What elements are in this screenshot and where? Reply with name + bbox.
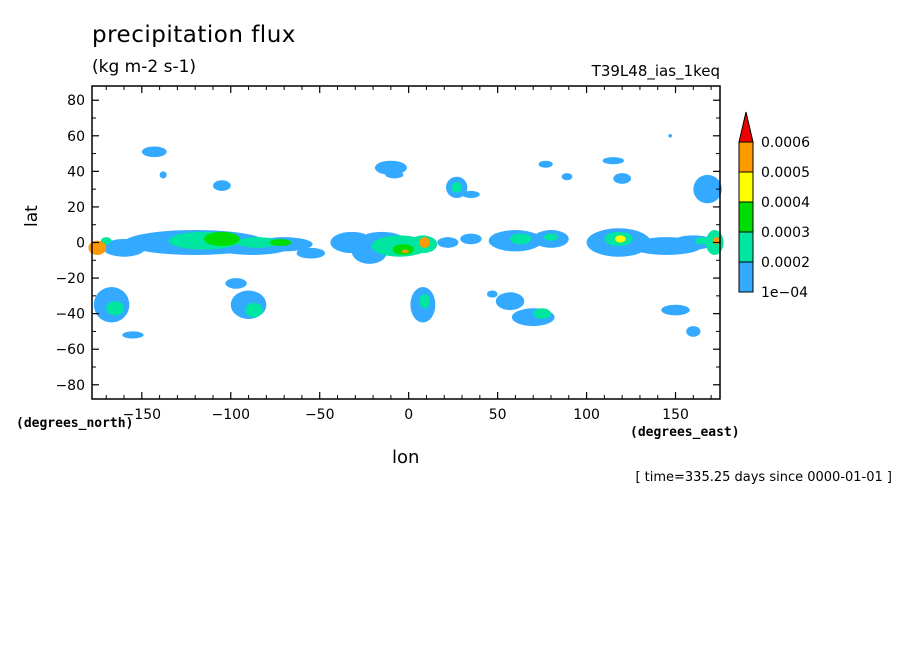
y-tick-label: 0 [76,236,85,252]
contour-blob-5 [122,331,144,339]
contour-blob-30 [419,294,431,309]
x-axis-units: (degrees_east) [630,425,740,440]
chart-units: (kg m-2 s-1) [92,57,197,77]
chart-title: precipitation flux [92,22,296,48]
contour-blob-31 [374,160,407,175]
axes: −150 −100 −50 0 50 100 150 80 60 40 20 0 −20 −40 −60 −8… [55,86,720,423]
colorbar-segment [738,141,754,173]
x-tick-label: 150 [662,407,689,423]
y-tick-label: 80 [67,93,85,109]
contour-blob-41 [543,233,559,241]
contour-blob-14 [236,237,279,248]
colorbar-label: 0.0005 [761,165,810,181]
contour-blob-37 [460,233,482,245]
contour-blobs [88,134,724,339]
contour-blob-12 [204,231,240,247]
contour-blob-52 [615,235,626,243]
contour-blob-46 [538,160,553,168]
contour-blob-36 [437,237,459,248]
contour-blob-39 [510,233,532,245]
contour-blob-17 [296,247,326,259]
time-label: [ time=335.25 days since 0000-01-01 ] [635,470,892,485]
contour-blob-45 [486,290,498,298]
y-tick-label: −40 [55,307,85,323]
contour-blob-49 [613,173,632,184]
y-tick-label: −80 [55,378,85,394]
colorbar-segment [738,231,754,263]
contour-blob-44 [533,308,551,319]
contour-blob-48 [602,157,624,165]
contour-blob-61 [668,134,672,138]
contour-blob-18 [225,278,247,289]
contour-blob-34 [451,182,463,193]
y-tick-label: −20 [55,271,85,287]
contour-blob-58 [693,174,722,204]
colorbar-label: 0.0004 [761,195,810,211]
contour-blob-57 [712,237,721,245]
colorbar-label: 0.0002 [761,255,810,271]
x-tick-label: −100 [212,407,250,423]
colorbar: 1e−04 0.0002 0.0003 0.0004 0.0005 0.0006 [738,111,810,301]
colorbar-segment [738,201,754,233]
x-tick-label: 100 [573,407,600,423]
contour-blob-16 [269,238,292,247]
contour-blob-28 [419,237,431,248]
y-tick-label: 60 [67,129,85,145]
contour-blob-0 [88,240,107,255]
colorbar-label: 0.0003 [761,225,810,241]
colorbar-label: 0.0006 [761,135,810,151]
y-axis-units: (degrees_north) [16,416,134,431]
contour-blob-25 [392,244,415,255]
contour-blob-32 [385,171,404,179]
y-tick-label: −60 [55,342,85,358]
run-label: T39L48_ias_1keq [591,62,720,80]
contour-blob-55 [695,237,710,245]
x-tick-label: 50 [489,407,507,423]
contour-blob-26 [401,249,409,254]
x-axis-label: lon [392,447,420,468]
colorbar-arrow [738,111,754,143]
contour-blob-1 [100,237,112,245]
x-tick-label: 0 [404,407,413,423]
colorbar-segment [738,261,754,293]
contour-blob-47 [561,173,573,181]
contour-blob-6 [141,146,167,158]
x-tick-label: −50 [305,407,335,423]
y-tick-label: 20 [67,200,85,216]
contour-blob-4 [106,301,125,316]
contour-blob-35 [462,190,480,199]
contour-blob-20 [244,302,263,318]
y-tick-label: 40 [67,164,85,180]
contour-blob-60 [686,326,701,337]
colorbar-label: 1e−04 [761,285,808,301]
contour-blob-9 [212,180,231,191]
contour-blob-42 [495,292,525,311]
x-tick-label: −150 [123,407,161,423]
contour-blob-59 [661,304,690,316]
colorbar-segment [738,171,754,203]
contour-blob-7 [159,171,167,179]
